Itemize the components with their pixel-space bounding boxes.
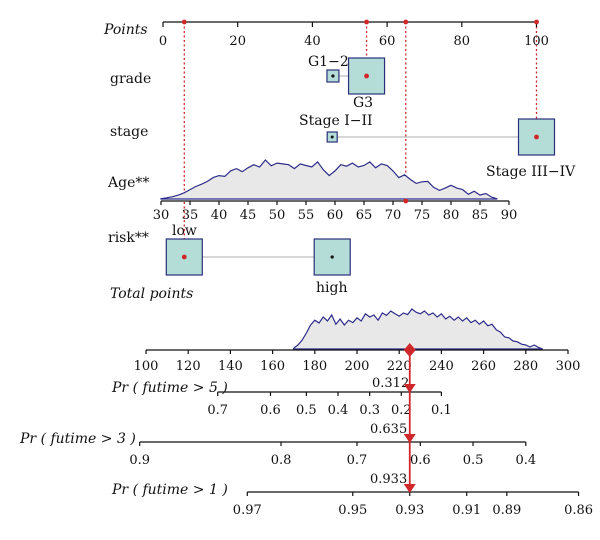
risk-high-dot [330,255,334,259]
pr3-tick-label: 0.4 [515,453,536,468]
total-points-tick-label: 100 [134,359,159,374]
pr1-tick-label: 0.89 [492,503,521,518]
grade-g12-label: G1−2 [308,54,349,70]
pr5-marker [403,384,416,393]
stage-iii-iv-selected-dot [534,134,539,140]
total-points-tick-label: 160 [260,359,285,374]
age-tick-label: 90 [501,208,518,223]
risk-high-box [313,238,351,276]
total-points-tick-label: 300 [556,359,581,374]
points-tick-label: 60 [379,34,396,49]
total-points-marker [403,343,416,357]
pr3-marker [403,434,416,443]
points-tick-label: 80 [454,34,471,49]
total-points-tick-label: 240 [429,359,454,374]
age-tick-label: 45 [240,208,257,223]
points-tick-label: 0 [159,34,167,49]
total-points-tick-label: 120 [176,359,201,374]
pr3-value-label: 0.635 [370,422,407,437]
age-tick-label: 80 [443,208,460,223]
age-tick-label: 55 [298,208,315,223]
total-points-tick-label: 220 [387,359,412,374]
total-points-tick-label: 180 [302,359,327,374]
risk-high-label: high [316,280,347,296]
pr1-value-label: 0.933 [370,472,407,487]
pr3-tick-label: 0.9 [129,453,150,468]
points-reference-dot [364,19,369,25]
points-reference-dot [534,19,539,25]
points-tick-label: 20 [229,34,246,49]
stage-i-ii-dot [330,135,334,139]
pr5-row-label: Pr ( futime > 5 ) [111,380,228,396]
age-selected-dot [403,198,409,204]
points-row-label: Points [103,22,148,38]
pr5-tick-label: 0.2 [391,403,412,418]
stage-row-label: stage [110,124,148,140]
age-tick-label: 75 [414,208,431,223]
age-row-label: Age** [107,175,149,191]
grade-g3-label: G3 [353,95,373,111]
total-points-tick-label: 140 [218,359,243,374]
grade-g3-selected-dot [364,73,369,79]
age-density-area [160,159,498,200]
pr5-tick-label: 0.5 [296,403,317,418]
points-tick-label: 100 [524,34,549,49]
pr5-tick-label: 0.7 [207,403,228,418]
pr1-row-label: Pr ( futime > 1 ) [111,482,228,498]
age-tick-label: 35 [182,208,199,223]
pr5-tick-label: 0.6 [260,403,281,418]
pr3-tick-label: 0.5 [463,453,484,468]
age-tick-label: 30 [153,208,170,223]
points-reference-dot [181,19,187,25]
age-tick-label: 70 [385,208,402,223]
pr5-tick-label: 0.3 [359,403,380,418]
total-points-tick-label: 200 [345,359,370,374]
pr5-value-label: 0.312 [372,376,409,391]
stage-iii-iv-label: Stage III−IV [486,164,576,180]
age-tick-label: 40 [211,208,228,223]
pr3-tick-label: 0.8 [271,453,292,468]
pr1-tick-label: 0.95 [338,503,367,518]
pr1-tick-label: 0.91 [452,503,481,518]
total-points-density-area [293,308,543,350]
pr3-tick-label: 0.6 [410,453,431,468]
pr1-tick-label: 0.86 [564,503,593,518]
pr5-tick-label: 0.1 [431,403,452,418]
age-tick-label: 85 [472,208,489,223]
age-tick-label: 65 [356,208,373,223]
pr3-tick-label: 0.7 [347,453,368,468]
total-points-row-label: Total points [110,286,193,302]
pr1-tick-label: 0.93 [395,503,424,518]
points-reference-dot [403,19,409,25]
risk-row-label: risk** [108,230,149,246]
total-points-tick-label: 280 [513,359,538,374]
grade-g12-dot [331,74,335,78]
points-tick-label: 40 [304,34,321,49]
grade-row-label: grade [110,71,151,87]
risk-low-selected-dot [181,254,187,260]
pr5-tick-label: 0.4 [328,403,349,418]
age-tick-label: 50 [269,208,286,223]
pr1-marker [403,484,416,493]
stage-i-ii-label: Stage I−II [299,113,373,129]
pr3-row-label: Pr ( futime > 3 ) [19,431,136,447]
pr1-tick-label: 0.97 [233,503,262,518]
age-tick-label: 60 [327,208,344,223]
total-points-tick-label: 260 [471,359,496,374]
